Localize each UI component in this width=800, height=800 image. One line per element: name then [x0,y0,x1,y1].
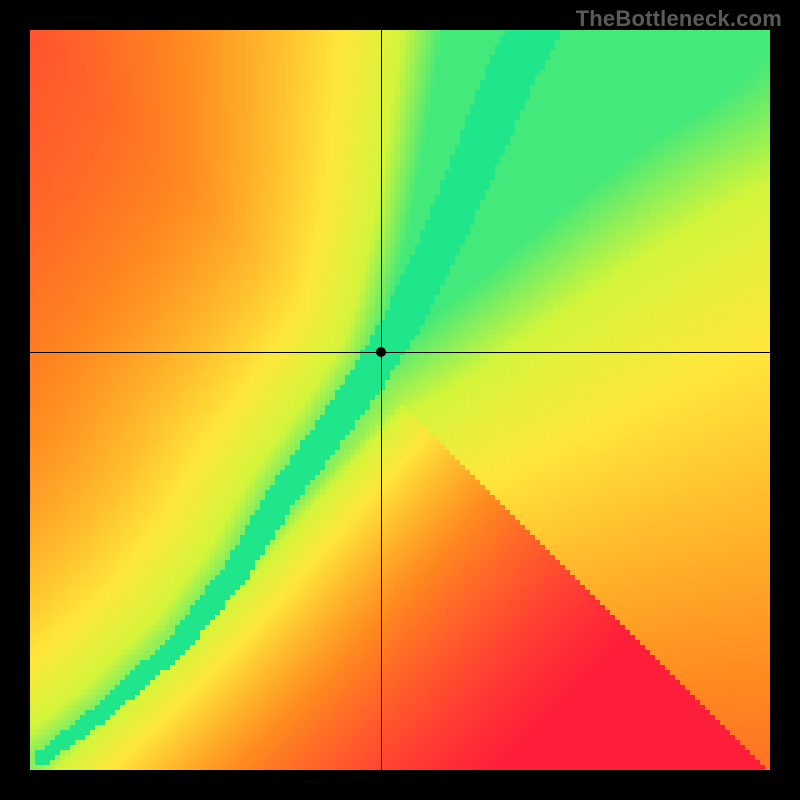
crosshair-vertical [381,30,382,770]
marker-dot [376,347,386,357]
heatmap-canvas [30,30,770,770]
chart-container: TheBottleneck.com [0,0,800,800]
plot-area [30,30,770,770]
watermark-text: TheBottleneck.com [576,6,782,32]
crosshair-horizontal [30,352,770,353]
